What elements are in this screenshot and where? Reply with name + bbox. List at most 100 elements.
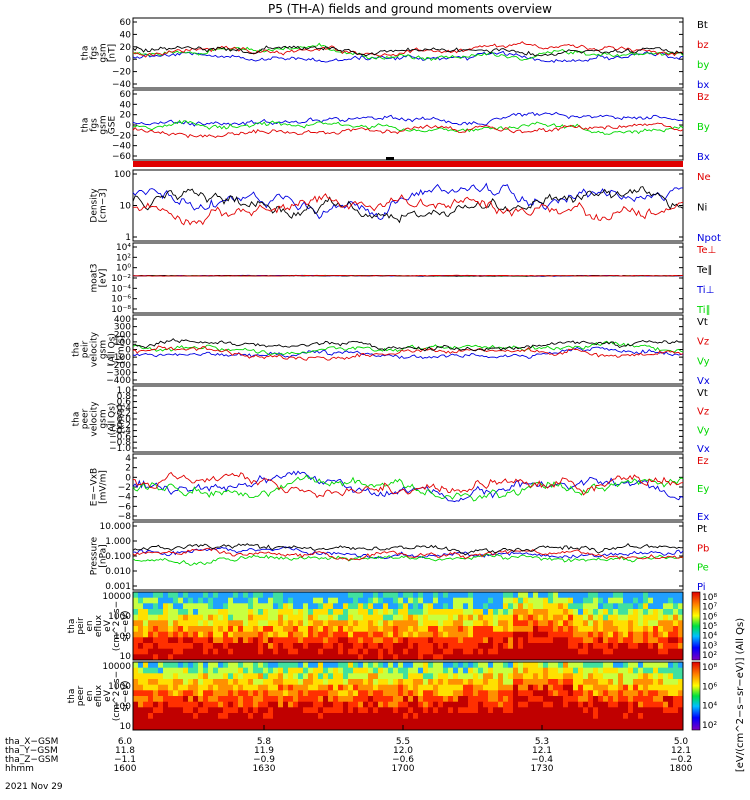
spectrogram-cell <box>323 707 329 714</box>
spectrogram-cell <box>223 673 229 680</box>
spectrogram-cell <box>458 592 464 599</box>
spectrogram-cell <box>653 673 659 680</box>
spectrogram-cell <box>308 603 314 610</box>
spectrogram-cell <box>643 654 649 661</box>
spectrogram-cell <box>188 614 194 621</box>
spectrogram-cell <box>373 620 379 627</box>
spectrogram-cell <box>548 592 554 599</box>
spectrogram-cell <box>583 718 589 725</box>
y-axis-label: tha peir en eflux eV (cm^2−s− sr−eV) <box>67 601 131 651</box>
spectrogram-cell <box>208 707 214 714</box>
spectrogram-cell <box>213 609 219 616</box>
spectrogram-cell <box>368 592 374 599</box>
spectrogram-cell <box>193 667 199 674</box>
spectrogram-cell <box>253 684 259 691</box>
spectrogram-cell <box>508 654 514 661</box>
spectrogram-cell <box>398 690 404 697</box>
spectrogram-cell <box>178 718 184 725</box>
spectrogram-cell <box>323 643 329 650</box>
spectrogram-cell <box>563 662 569 669</box>
spectrogram-cell <box>438 609 444 616</box>
spectrogram-cell <box>568 724 574 731</box>
spectrogram-cell <box>353 654 359 661</box>
spectrogram-cell <box>138 701 144 708</box>
spectrogram-cell <box>158 701 164 708</box>
spectrogram-cell <box>578 631 584 638</box>
spectrogram-cell <box>368 684 374 691</box>
spectrogram-cell <box>543 684 549 691</box>
spectrogram-cell <box>318 592 324 599</box>
spectrogram-cell <box>543 673 549 680</box>
spectrogram-cell <box>328 696 334 703</box>
spectrogram-cell <box>393 614 399 621</box>
spectrogram-cell <box>613 690 619 697</box>
spectrogram-cell <box>468 597 474 604</box>
spectrogram-cell <box>653 724 659 731</box>
spectrogram-cell <box>153 662 159 669</box>
spectrogram-cell <box>603 690 609 697</box>
spectrogram-cell <box>188 667 194 674</box>
spectrogram-cell <box>318 701 324 708</box>
spectrogram-cell <box>178 690 184 697</box>
spectrogram-cell <box>378 718 384 725</box>
spectrogram-cell <box>403 643 409 650</box>
spectrogram-cell <box>413 684 419 691</box>
colorbar-tick-label: 10⁸ <box>702 593 717 603</box>
spectrogram-cell <box>598 603 604 610</box>
spectrogram-cell <box>608 707 614 714</box>
spectrogram-cell <box>608 603 614 610</box>
spectrogram-cell <box>268 643 274 650</box>
spectrogram-cell <box>423 724 429 731</box>
spectrogram-cell <box>453 597 459 604</box>
spectrogram-cell <box>383 603 389 610</box>
spectrogram-cell <box>313 724 319 731</box>
spectrogram-cell <box>598 701 604 708</box>
spectrogram-cell <box>163 690 169 697</box>
spectrogram-cell <box>293 679 299 686</box>
spectrogram-cell <box>203 679 209 686</box>
spectrogram-cell <box>308 718 314 725</box>
spectrogram-cell <box>463 690 469 697</box>
spectrogram-cell <box>623 713 629 720</box>
spectrogram-cell <box>228 631 234 638</box>
spectrogram-cell <box>593 707 599 714</box>
spectrogram-cell <box>393 684 399 691</box>
spectrogram-cell <box>628 718 634 725</box>
spectrogram-cell <box>578 620 584 627</box>
spectrogram-cell <box>278 614 284 621</box>
spectrogram-cell <box>548 631 554 638</box>
spectrogram-cell <box>638 643 644 650</box>
spectrogram-cell <box>608 643 614 650</box>
spectrogram-cell <box>428 631 434 638</box>
spectrogram-cell <box>563 620 569 627</box>
spectrogram-cell <box>228 620 234 627</box>
spectrogram-cell <box>298 684 304 691</box>
spectrogram-cell <box>598 673 604 680</box>
spectrogram-cell <box>423 667 429 674</box>
spectrogram-cell <box>278 724 284 731</box>
spectrogram-cell <box>673 724 679 731</box>
spectrogram-cell <box>243 718 249 725</box>
spectrogram-cell <box>588 609 594 616</box>
spectrogram-cell <box>398 626 404 633</box>
spectrogram-cell <box>233 592 239 599</box>
spectrogram-cell <box>678 603 684 610</box>
y-tick-label: 10⁻⁸ <box>111 305 131 315</box>
spectrogram-cell <box>153 614 159 621</box>
spectrogram-cell <box>258 673 264 680</box>
spectrogram-cell <box>273 724 279 731</box>
spectrogram-cell <box>488 673 494 680</box>
spectrogram-cell <box>413 713 419 720</box>
spectrogram-cell <box>213 690 219 697</box>
spectrogram-cell <box>403 597 409 604</box>
spectrogram-cell <box>478 603 484 610</box>
spectrogram-cell <box>283 724 289 731</box>
spectrogram-cell <box>648 701 654 708</box>
spectrogram-cell <box>453 626 459 633</box>
spectrogram-cell <box>263 597 269 604</box>
spectrogram-cell <box>588 637 594 644</box>
x-tick-label: 5.3 <box>535 737 549 747</box>
y-axis-label-line: [nT] <box>108 44 118 62</box>
spectrogram-cell <box>433 707 439 714</box>
